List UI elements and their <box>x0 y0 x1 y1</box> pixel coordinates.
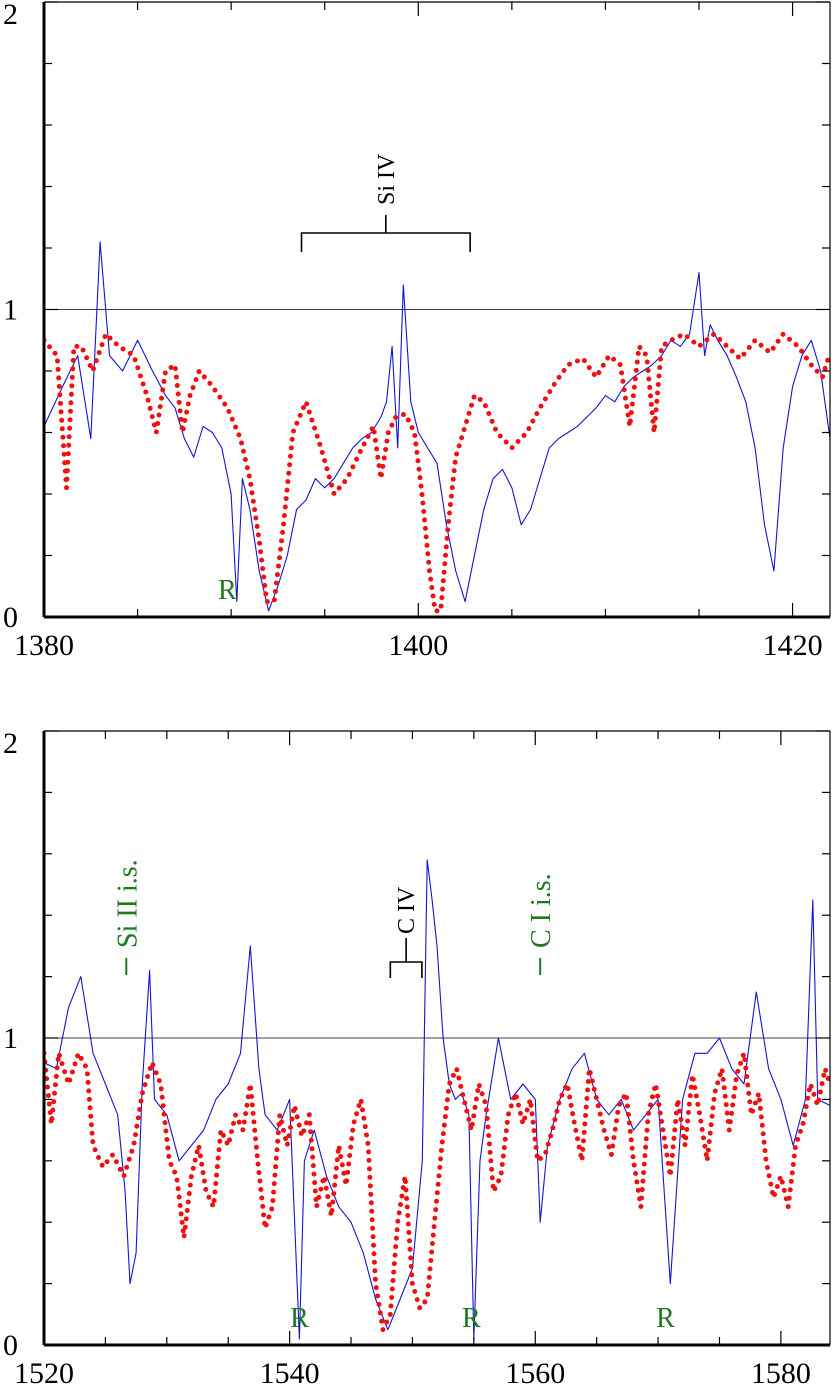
reseau-mark: R <box>290 1303 309 1334</box>
panel-2: 1520 1540 1560 1580 0 1 2 C IV Si II i.s. C I i.s… <box>3 727 831 1390</box>
panel-1: 1380 1400 1420 0 1 2 Si IV R <box>3 0 831 662</box>
interstellar-label: C I i.s. <box>526 873 557 948</box>
model-spectrum-dotted <box>44 1050 830 1333</box>
y-tick-label: 0 <box>3 601 18 634</box>
ion-bracket <box>389 938 423 978</box>
x-tick-label: 1400 <box>388 629 448 662</box>
y-tick-label: 1 <box>3 294 18 327</box>
interstellar-label: Si II i.s. <box>112 859 143 948</box>
ion-label: C IV <box>394 886 420 934</box>
y-tick-label: 2 <box>3 727 18 760</box>
reseau-mark: R <box>656 1303 675 1334</box>
y-tick-label: 2 <box>3 0 18 31</box>
y-tick-label: 1 <box>3 1022 18 1055</box>
x-tick-label: 1540 <box>260 1357 320 1390</box>
x-tick-label: 1560 <box>505 1357 565 1390</box>
x-tick-label: 1380 <box>14 629 74 662</box>
observed-spectrum-line <box>44 241 830 612</box>
x-tick-label: 1420 <box>763 629 823 662</box>
x-tick-label: 1520 <box>14 1357 74 1390</box>
reseau-mark: R <box>218 575 237 606</box>
model-spectrum-dotted <box>44 331 830 614</box>
y-tick-label: 0 <box>3 1329 18 1362</box>
ion-bracket <box>300 215 471 252</box>
reseau-mark: R <box>462 1303 481 1334</box>
ion-label: Si IV <box>374 153 400 205</box>
x-tick-label: 1580 <box>751 1357 811 1390</box>
